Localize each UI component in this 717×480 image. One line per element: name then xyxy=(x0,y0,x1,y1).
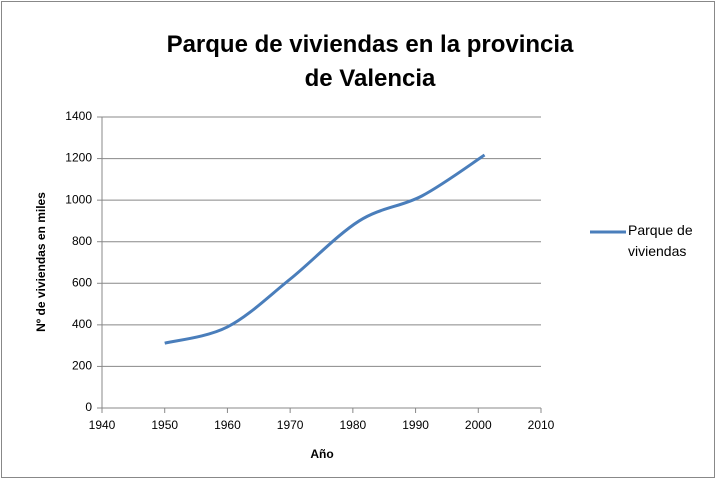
x-tick-label: 1940 xyxy=(89,418,116,432)
y-tick-label: 200 xyxy=(72,359,92,373)
chart-title: Parque de viviendas en la provincia de V… xyxy=(166,31,574,92)
y-tick-label: 1200 xyxy=(65,151,92,165)
x-tick-label: 1980 xyxy=(340,418,367,432)
y-axis-label: Nº de viviendas en miles xyxy=(34,192,48,332)
x-tick-label: 2010 xyxy=(528,418,555,432)
y-tick-label: 1400 xyxy=(65,109,92,123)
y-tick-label: 1000 xyxy=(65,192,92,206)
x-tick-label: 1990 xyxy=(402,418,429,432)
x-tick-label: 1960 xyxy=(214,418,241,432)
x-tick-label: 1950 xyxy=(151,418,178,432)
x-tick-label: 2000 xyxy=(465,418,492,432)
y-tick-label: 600 xyxy=(72,275,92,289)
x-tick-label: 1970 xyxy=(277,418,304,432)
data-line xyxy=(164,153,486,345)
y-tick-label: 0 xyxy=(85,400,92,414)
y-tick-label: 400 xyxy=(72,317,92,331)
y-tick-label: 800 xyxy=(72,234,92,248)
legend-label: Parque de viviendas xyxy=(628,222,693,259)
x-axis-label: Año xyxy=(310,447,333,461)
